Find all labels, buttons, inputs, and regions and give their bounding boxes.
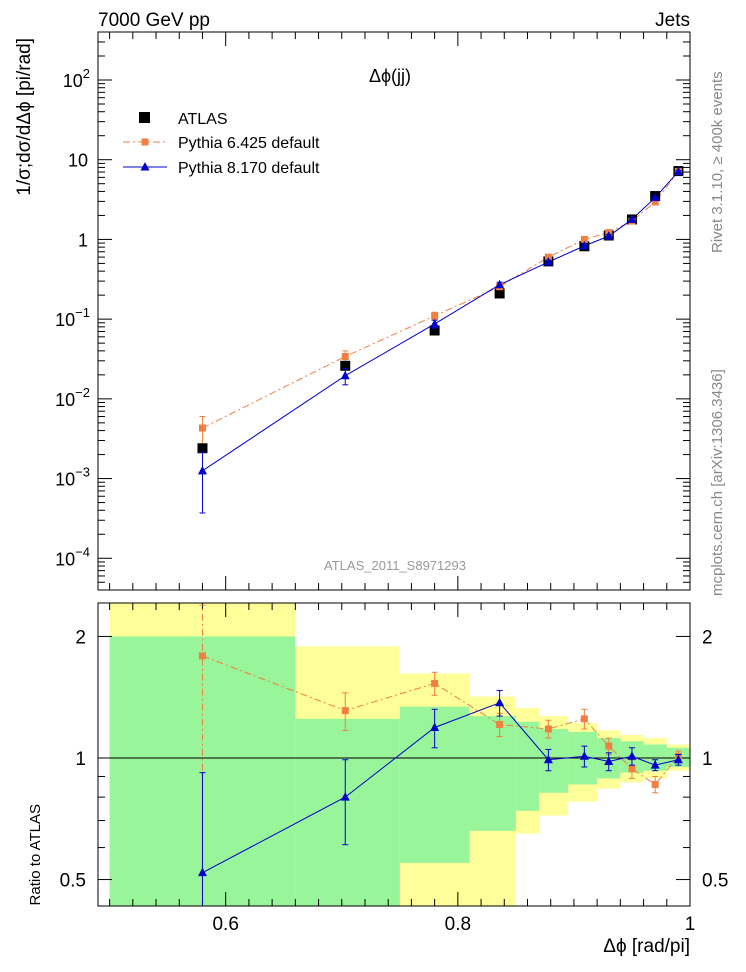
legend-atlas-marker <box>139 112 150 123</box>
legend-label: Pythia 8.170 default <box>178 160 320 177</box>
pythia8-point <box>673 166 683 176</box>
ratio-y-tick-label-right: 0.5 <box>702 871 728 892</box>
ratio-pythia8-point <box>673 754 683 764</box>
pythia8-point <box>604 231 614 240</box>
y-tick-label: 10−4 <box>55 544 90 569</box>
x-tick-label: 0.6 <box>212 914 238 935</box>
ratio-pythia8-line <box>202 702 679 874</box>
legend: ATLAS Pythia 6.425 default Pythia 8.170 de… <box>123 111 320 177</box>
ratio-pythia8-point <box>543 754 553 764</box>
legend-label: Pythia 6.425 default <box>178 135 320 152</box>
ratio-pythia8-point <box>604 756 614 766</box>
ratio-band-inner <box>295 718 400 906</box>
pythia6-point <box>431 312 439 320</box>
source-reference-label: mcplots.cern.ch [arXiv:1306.3436] <box>709 369 726 596</box>
ratio-band-inner <box>539 728 569 793</box>
atlas-point <box>494 288 505 299</box>
pythia6-point <box>341 352 349 360</box>
pythia6-point <box>651 198 659 206</box>
ratio-y-axis-label: Ratio to ATLAS <box>27 804 44 905</box>
pythia8-point <box>650 192 660 202</box>
ratio-y-tick-label-left: 1 <box>75 749 86 770</box>
legend-pythia8-marker <box>140 162 150 171</box>
pythia6-line <box>202 171 679 429</box>
x-axis-label: Δϕ [rad/pi] <box>603 936 690 957</box>
ratio-pythia6-point <box>580 715 588 723</box>
ratio-frame <box>97 602 691 907</box>
pythia8-point <box>495 279 505 289</box>
ratio-y-tick-label-right: 2 <box>702 627 713 648</box>
ratio-pythia6-point <box>544 725 552 733</box>
ratio-pythia8-point <box>197 867 207 877</box>
ratio-panel: 0.5 0.5 1 1 2 2 0.6 0.8 1 Ratio to ATLAS Δϕ [rad… <box>27 602 728 957</box>
atlas-point <box>429 325 440 336</box>
y-tick-label: 10 <box>68 151 88 171</box>
pythia6-point <box>580 235 588 243</box>
header-energy-label: 7000 GeV pp <box>98 10 210 31</box>
ratio-pythia6-line <box>202 655 679 786</box>
chart-title: Δϕ(jj) <box>369 66 411 86</box>
pythia6-point <box>198 424 206 432</box>
y-tick-label: 10−1 <box>55 305 90 330</box>
pythia8-point <box>430 318 440 328</box>
main-panel: Δϕ(jj) ATLAS_2011_S8971293 1/σ;dσ/dΔϕ [p… <box>14 31 691 591</box>
pythia8-point <box>197 465 207 475</box>
ratio-pythia8-point <box>650 760 660 769</box>
pythia8-point <box>543 257 553 266</box>
ratio-pythia8-point <box>579 751 589 760</box>
ratio-pythia6-point <box>496 721 504 729</box>
main-frame <box>97 31 691 591</box>
header-process-label: Jets <box>655 10 690 31</box>
ratio-pythia6-point <box>431 679 439 687</box>
ratio-pythia8-point <box>340 792 350 801</box>
y-tick-label: 1 <box>78 230 88 250</box>
ratio-y-tick-label-right: 1 <box>702 749 713 770</box>
x-tick-label: 1 <box>685 914 696 935</box>
ratio-pythia6-point <box>651 780 659 788</box>
x-tick-label: 0.8 <box>445 914 471 935</box>
rivet-version-label: Rivet 3.1.10, ≥ 400k events <box>709 71 726 253</box>
atlas-point <box>197 443 208 454</box>
ratio-pythia6-point <box>198 652 206 660</box>
ratio-pythia6-point <box>605 742 613 750</box>
y-tick-label: 10−3 <box>55 465 90 490</box>
y-tick-label: 10−2 <box>55 385 90 410</box>
ratio-pythia8-point <box>627 751 637 760</box>
ratio-y-tick-label-left: 0.5 <box>60 871 86 892</box>
legend-pythia6-marker <box>141 138 149 146</box>
ratio-pythia8-point <box>430 722 440 731</box>
pythia8-point <box>340 370 350 380</box>
ratio-pythia6-point <box>628 765 636 773</box>
main-y-axis-label: 1/σ;dσ/dΔϕ [pi/rad] <box>14 38 35 196</box>
ratio-y-tick-label-left: 2 <box>75 627 86 648</box>
analysis-watermark: ATLAS_2011_S8971293 <box>324 558 466 573</box>
ratio-pythia8-point <box>495 697 505 707</box>
pythia8-line <box>202 171 679 472</box>
pythia8-point <box>579 240 589 250</box>
ratio-band-inner <box>515 721 540 811</box>
y-tick-label: 102 <box>63 66 90 91</box>
pythia8-point <box>627 214 637 223</box>
ratio-pythia6-point <box>341 707 349 715</box>
atlas-point <box>340 360 351 371</box>
ratio-band-inner <box>469 716 516 831</box>
legend-label: ATLAS <box>178 111 228 128</box>
